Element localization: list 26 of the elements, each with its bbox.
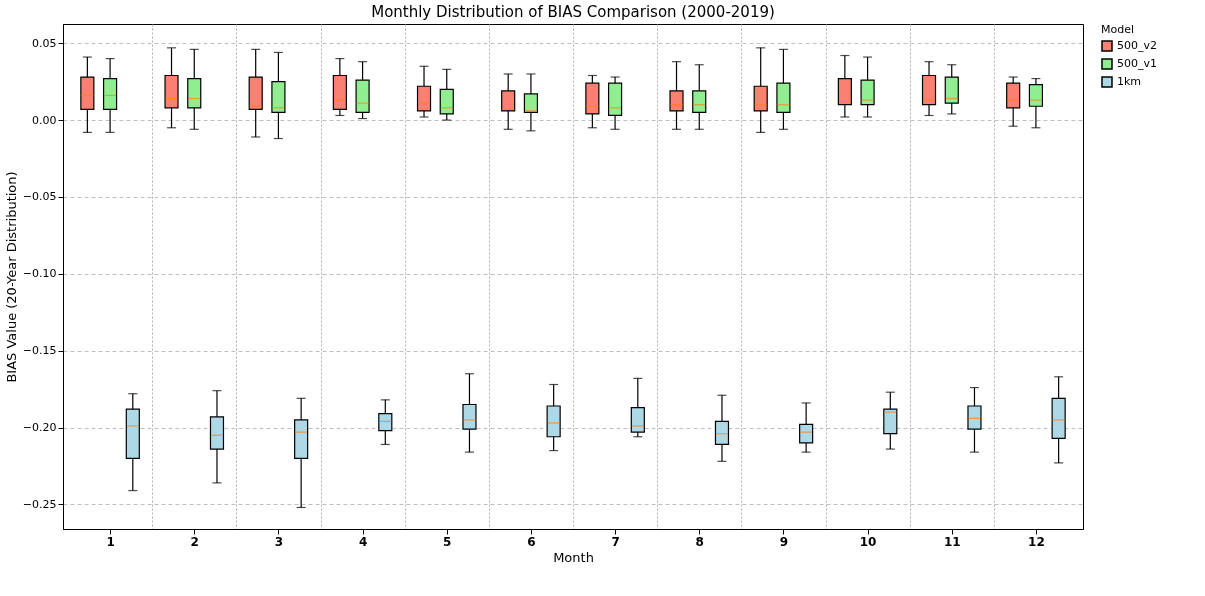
y-tick-label: −0.15 xyxy=(22,344,57,358)
x-tick-label: 7 xyxy=(611,534,620,549)
y-tick-label: 0.05 xyxy=(32,36,57,50)
x-axis-title: Month xyxy=(553,549,594,565)
x-tick-label: 9 xyxy=(779,534,789,549)
chart-title: Monthly Distribution of BIAS Comparison (2000-2019) xyxy=(371,3,775,21)
legend-label: 500_v1 xyxy=(1117,57,1158,70)
x-tick-label: 1 xyxy=(106,534,115,549)
y-tick-label: −0.25 xyxy=(22,497,57,511)
y-tick-label: 0.00 xyxy=(32,113,57,127)
legend-label: 500_v2 xyxy=(1117,39,1158,52)
x-tick-label: 11 xyxy=(943,534,961,549)
x-tick-label: 6 xyxy=(527,534,536,549)
y-tick-label: −0.10 xyxy=(22,267,57,281)
legend-label: 1km xyxy=(1117,75,1142,88)
x-tick-label: 5 xyxy=(443,534,452,549)
legend-title: Model xyxy=(1101,23,1135,36)
y-tick-label: −0.05 xyxy=(22,190,57,204)
x-tick-label: 3 xyxy=(274,534,284,549)
x-tick-label: 8 xyxy=(695,534,704,549)
y-axis-title: BIAS Value (20-Year Distribution) xyxy=(3,171,19,383)
x-tick-label: 12 xyxy=(1028,534,1045,549)
x-tick-label: 2 xyxy=(190,534,199,549)
y-tick-label: −0.20 xyxy=(22,421,57,435)
x-tick-label: 10 xyxy=(859,534,877,549)
x-tick-label: 4 xyxy=(358,534,368,549)
